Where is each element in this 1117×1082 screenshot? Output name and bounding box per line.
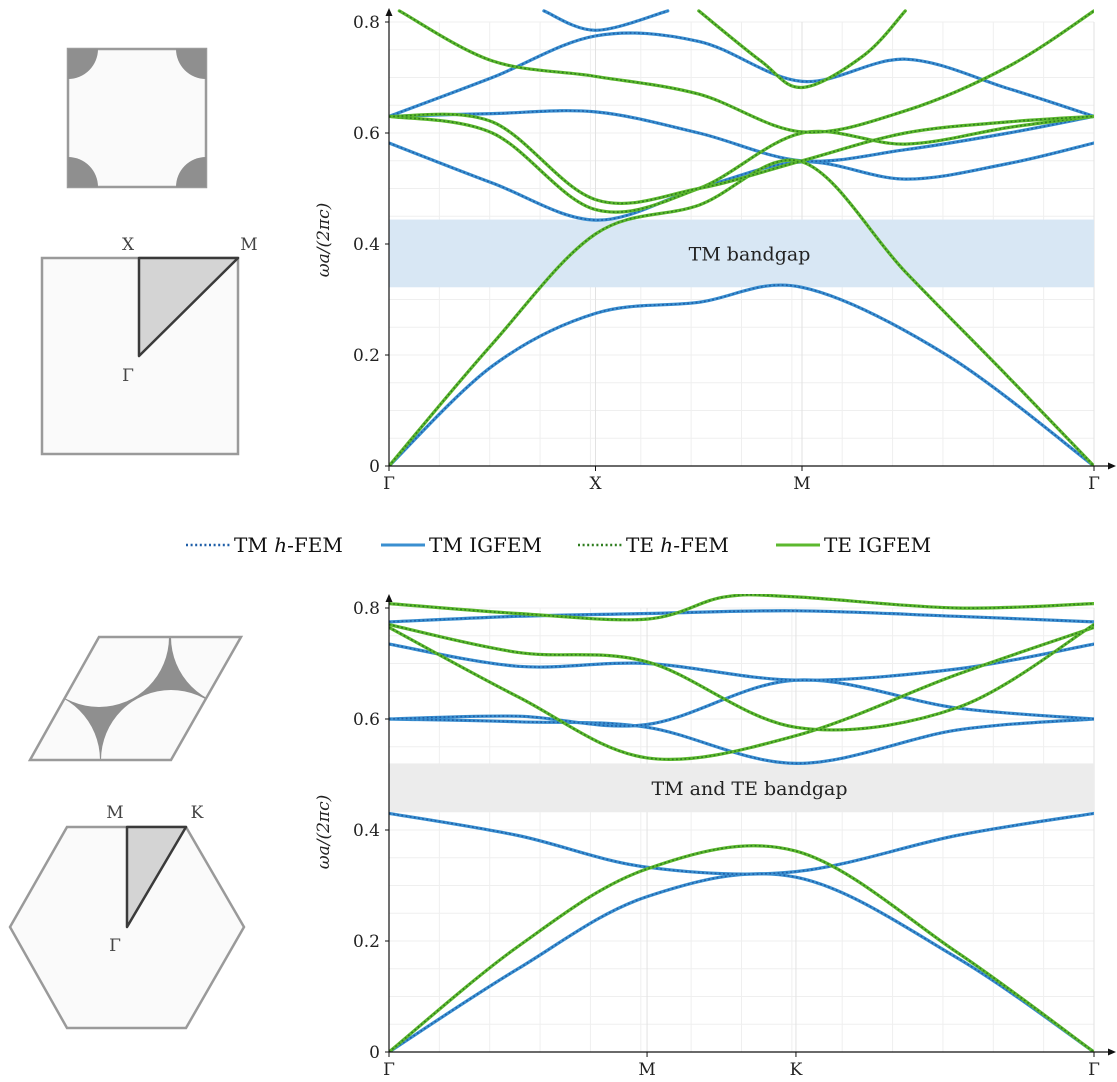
- tm-band-dotted: [389, 109, 1094, 163]
- y-axis-arrow: [385, 8, 393, 16]
- te-band-line: [697, 9, 907, 90]
- legend-label: TE IGFEM: [824, 533, 931, 557]
- te-band-dotted: [389, 623, 1094, 731]
- legend-item-tm-igfem: TM IGFEM: [381, 533, 542, 557]
- x-tick-label: Γ: [383, 474, 395, 494]
- y-tick-label: 0.6: [353, 124, 380, 144]
- irreducible-zone: [137, 256, 240, 358]
- y-axis-arrow: [385, 594, 393, 602]
- square-unit-cell: [66, 47, 208, 189]
- corner-inclusion: [68, 157, 98, 187]
- legend-item-te-hfem: TE h-FEM: [578, 533, 729, 557]
- corner-inclusion: [176, 49, 206, 79]
- irreducible-zone: [125, 825, 188, 929]
- x-tick-label: K: [790, 1060, 803, 1080]
- tm-band-dotted: [389, 812, 1094, 875]
- legend-item-tm-hfem: TM h-FEM: [186, 533, 343, 557]
- y-tick-label: 0.4: [353, 821, 380, 841]
- tm-band-dotted: [389, 142, 1094, 221]
- legend-label: TM h-FEM: [234, 533, 343, 557]
- tm-band-dotted: [543, 10, 669, 32]
- axes: [385, 8, 1116, 471]
- bz-label-gamma: Γ: [109, 936, 121, 956]
- bz-label-x: X: [122, 235, 135, 255]
- y-tick-label: 0: [369, 457, 380, 477]
- y-tick-label: 0: [369, 1043, 380, 1063]
- x-axis-arrow: [1108, 462, 1116, 470]
- square-cell-border: [66, 47, 208, 189]
- legend-item-te-igfem: TE IGFEM: [776, 533, 931, 557]
- tm-band-line: [389, 31, 1094, 118]
- te-band-dotted: [389, 113, 1094, 205]
- y-tick-label: 0.6: [353, 710, 380, 730]
- series-group: [389, 594, 1094, 1052]
- x-axis-arrow: [1108, 1048, 1116, 1056]
- tick-labels: 0 0.2 0.4 0.6 0.8 Γ M K Γ: [353, 599, 1100, 1080]
- axes: [385, 594, 1116, 1057]
- te-band-dotted: [389, 594, 1094, 621]
- series-group: [389, 9, 1094, 466]
- y-tick-label: 0.4: [353, 235, 380, 255]
- bandgap-label: TM and TE bandgap: [651, 778, 847, 800]
- x-tick-label: Γ: [383, 1060, 395, 1080]
- bandgap-rect: [389, 763, 1094, 813]
- tm-band-dotted: [389, 718, 1094, 765]
- x-tick-label: M: [793, 474, 810, 494]
- y-tick-label: 0.2: [353, 346, 380, 366]
- band-diagram-hex: TM and TE bandgap 0 0.2 0.4 0.6 0.8 Γ M K Γ ωa/(…: [314, 594, 1116, 1080]
- x-tick-label: Γ: [1088, 474, 1100, 494]
- hole-circle: [30, 690, 100, 760]
- bandgap-band: TM and TE bandgap: [389, 763, 1094, 813]
- hex-brillouin-zone: M K Γ: [8, 803, 246, 1030]
- tm-band-dotted: [389, 872, 1094, 1052]
- y-axis-label: ωa/(2πc): [314, 795, 334, 870]
- y-tick-label: 0.8: [353, 599, 380, 619]
- te-band-dotted: [389, 115, 1094, 213]
- te-band-dotted: [389, 845, 1094, 1052]
- bz-label-m: M: [106, 803, 123, 823]
- hex-unit-cell: [27, 635, 244, 762]
- tick-labels: 0 0.2 0.4 0.6 0.8 Γ X M Γ: [353, 13, 1100, 494]
- bz-label-m: M: [240, 235, 257, 255]
- hole-circle: [171, 637, 241, 707]
- rhombus-border: [27, 635, 244, 762]
- y-tick-label: 0.2: [353, 932, 380, 952]
- y-axis-label: ωa/(2πc): [314, 203, 334, 278]
- y-tick-label: 0.8: [353, 13, 380, 33]
- legend-label: TM IGFEM: [429, 533, 542, 557]
- corner-inclusion: [176, 157, 206, 187]
- bandgap-label: TM bandgap: [689, 243, 811, 265]
- te-band-dotted: [389, 626, 1094, 761]
- bz-label-k: K: [191, 803, 204, 823]
- corner-inclusion: [68, 49, 98, 79]
- te-band-dotted: [389, 159, 1094, 466]
- te-band-dotted: [398, 10, 1094, 134]
- tm-band-dotted: [389, 643, 1094, 682]
- bandgap-rect: [389, 219, 1094, 288]
- square-brillouin-zone: X M Γ: [40, 235, 258, 456]
- legend-label: TE h-FEM: [626, 533, 729, 557]
- bandgap-band: TM bandgap: [389, 219, 1094, 288]
- x-tick-label: Γ: [1088, 1060, 1100, 1080]
- tm-band-dotted: [389, 609, 1094, 623]
- bz-label-gamma: Γ: [122, 366, 134, 386]
- x-tick-label: M: [638, 1060, 655, 1080]
- band-diagram-square: TM bandgap 0 0.2 0.4 0.6 0.8 Γ X M Γ ωa/(2πc): [314, 8, 1116, 494]
- legend: TM h-FEM TM IGFEM TE h-FEM TE IGFEM: [186, 533, 931, 557]
- tm-band-dotted: [389, 284, 1094, 466]
- x-tick-label: X: [589, 474, 602, 494]
